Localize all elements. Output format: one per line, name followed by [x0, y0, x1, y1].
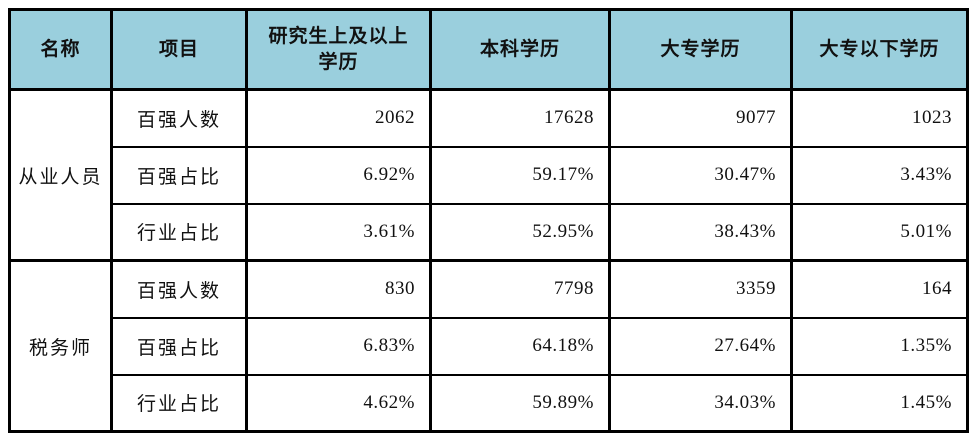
cell-value: 17628 — [429, 88, 611, 148]
cell-value: 3.43% — [790, 145, 969, 205]
row-label: 百强占比 — [110, 316, 248, 376]
cell-value: 1023 — [790, 88, 969, 148]
row-label: 行业占比 — [110, 373, 248, 433]
header-item: 项目 — [110, 8, 248, 91]
table-row-taxagents-top100-share: 百强占比 6.83% 64.18% 27.64% 1.35% — [10, 316, 969, 376]
table-header-row: 名称 项目 研究生上及以上 学历 本科学历 大专学历 大专以下学历 — [8, 8, 969, 91]
table-row-taxagents-headcount: 税务师 百强人数 830 7798 3359 164 — [8, 259, 969, 433]
table-row-taxagents-industry-share: 行业占比 4.62% 59.89% 34.03% 1.45% — [10, 373, 969, 433]
table-row-practitioners-industry-share: 行业占比 3.61% 52.95% 38.43% 5.01% — [10, 202, 969, 262]
group-name-practitioners: 从业人员 — [8, 88, 113, 262]
header-below-college: 大专以下学历 — [790, 8, 969, 91]
education-statistics-table: 名称 项目 研究生上及以上 学历 本科学历 大专学历 大专以下学历 从业人员 百… — [8, 8, 969, 433]
cell-value: 34.03% — [608, 373, 793, 433]
header-bachelor: 本科学历 — [429, 8, 611, 91]
row-label: 行业占比 — [110, 202, 248, 262]
header-college: 大专学历 — [608, 8, 793, 91]
cell-value: 59.89% — [429, 373, 611, 433]
cell-value: 6.92% — [245, 145, 432, 205]
row-label: 百强人数 — [110, 259, 248, 319]
cell-value: 3359 — [608, 259, 793, 319]
cell-value: 3.61% — [245, 202, 432, 262]
cell-value: 5.01% — [790, 202, 969, 262]
row-label: 百强人数 — [110, 88, 248, 148]
cell-value: 38.43% — [608, 202, 793, 262]
header-name: 名称 — [8, 8, 113, 91]
cell-value: 9077 — [608, 88, 793, 148]
cell-value: 830 — [245, 259, 432, 319]
cell-value: 7798 — [429, 259, 611, 319]
cell-value: 52.95% — [429, 202, 611, 262]
table-row-practitioners-top100-share: 百强占比 6.92% 59.17% 30.47% 3.43% — [10, 145, 969, 205]
group-name-tax-agents: 税务师 — [8, 259, 113, 433]
cell-value: 59.17% — [429, 145, 611, 205]
cell-value: 2062 — [245, 88, 432, 148]
cell-value: 30.47% — [608, 145, 793, 205]
cell-value: 64.18% — [429, 316, 611, 376]
cell-value: 27.64% — [608, 316, 793, 376]
header-graduate-and-above: 研究生上及以上 学历 — [245, 8, 432, 91]
cell-value: 6.83% — [245, 316, 432, 376]
cell-value: 1.45% — [790, 373, 969, 433]
education-statistics-table-container: 名称 项目 研究生上及以上 学历 本科学历 大专学历 大专以下学历 从业人员 百… — [8, 8, 969, 433]
table-row-practitioners-headcount: 从业人员 百强人数 2062 17628 9077 1023 — [8, 88, 969, 262]
cell-value: 4.62% — [245, 373, 432, 433]
cell-value: 1.35% — [790, 316, 969, 376]
row-label: 百强占比 — [110, 145, 248, 205]
cell-value: 164 — [790, 259, 969, 319]
